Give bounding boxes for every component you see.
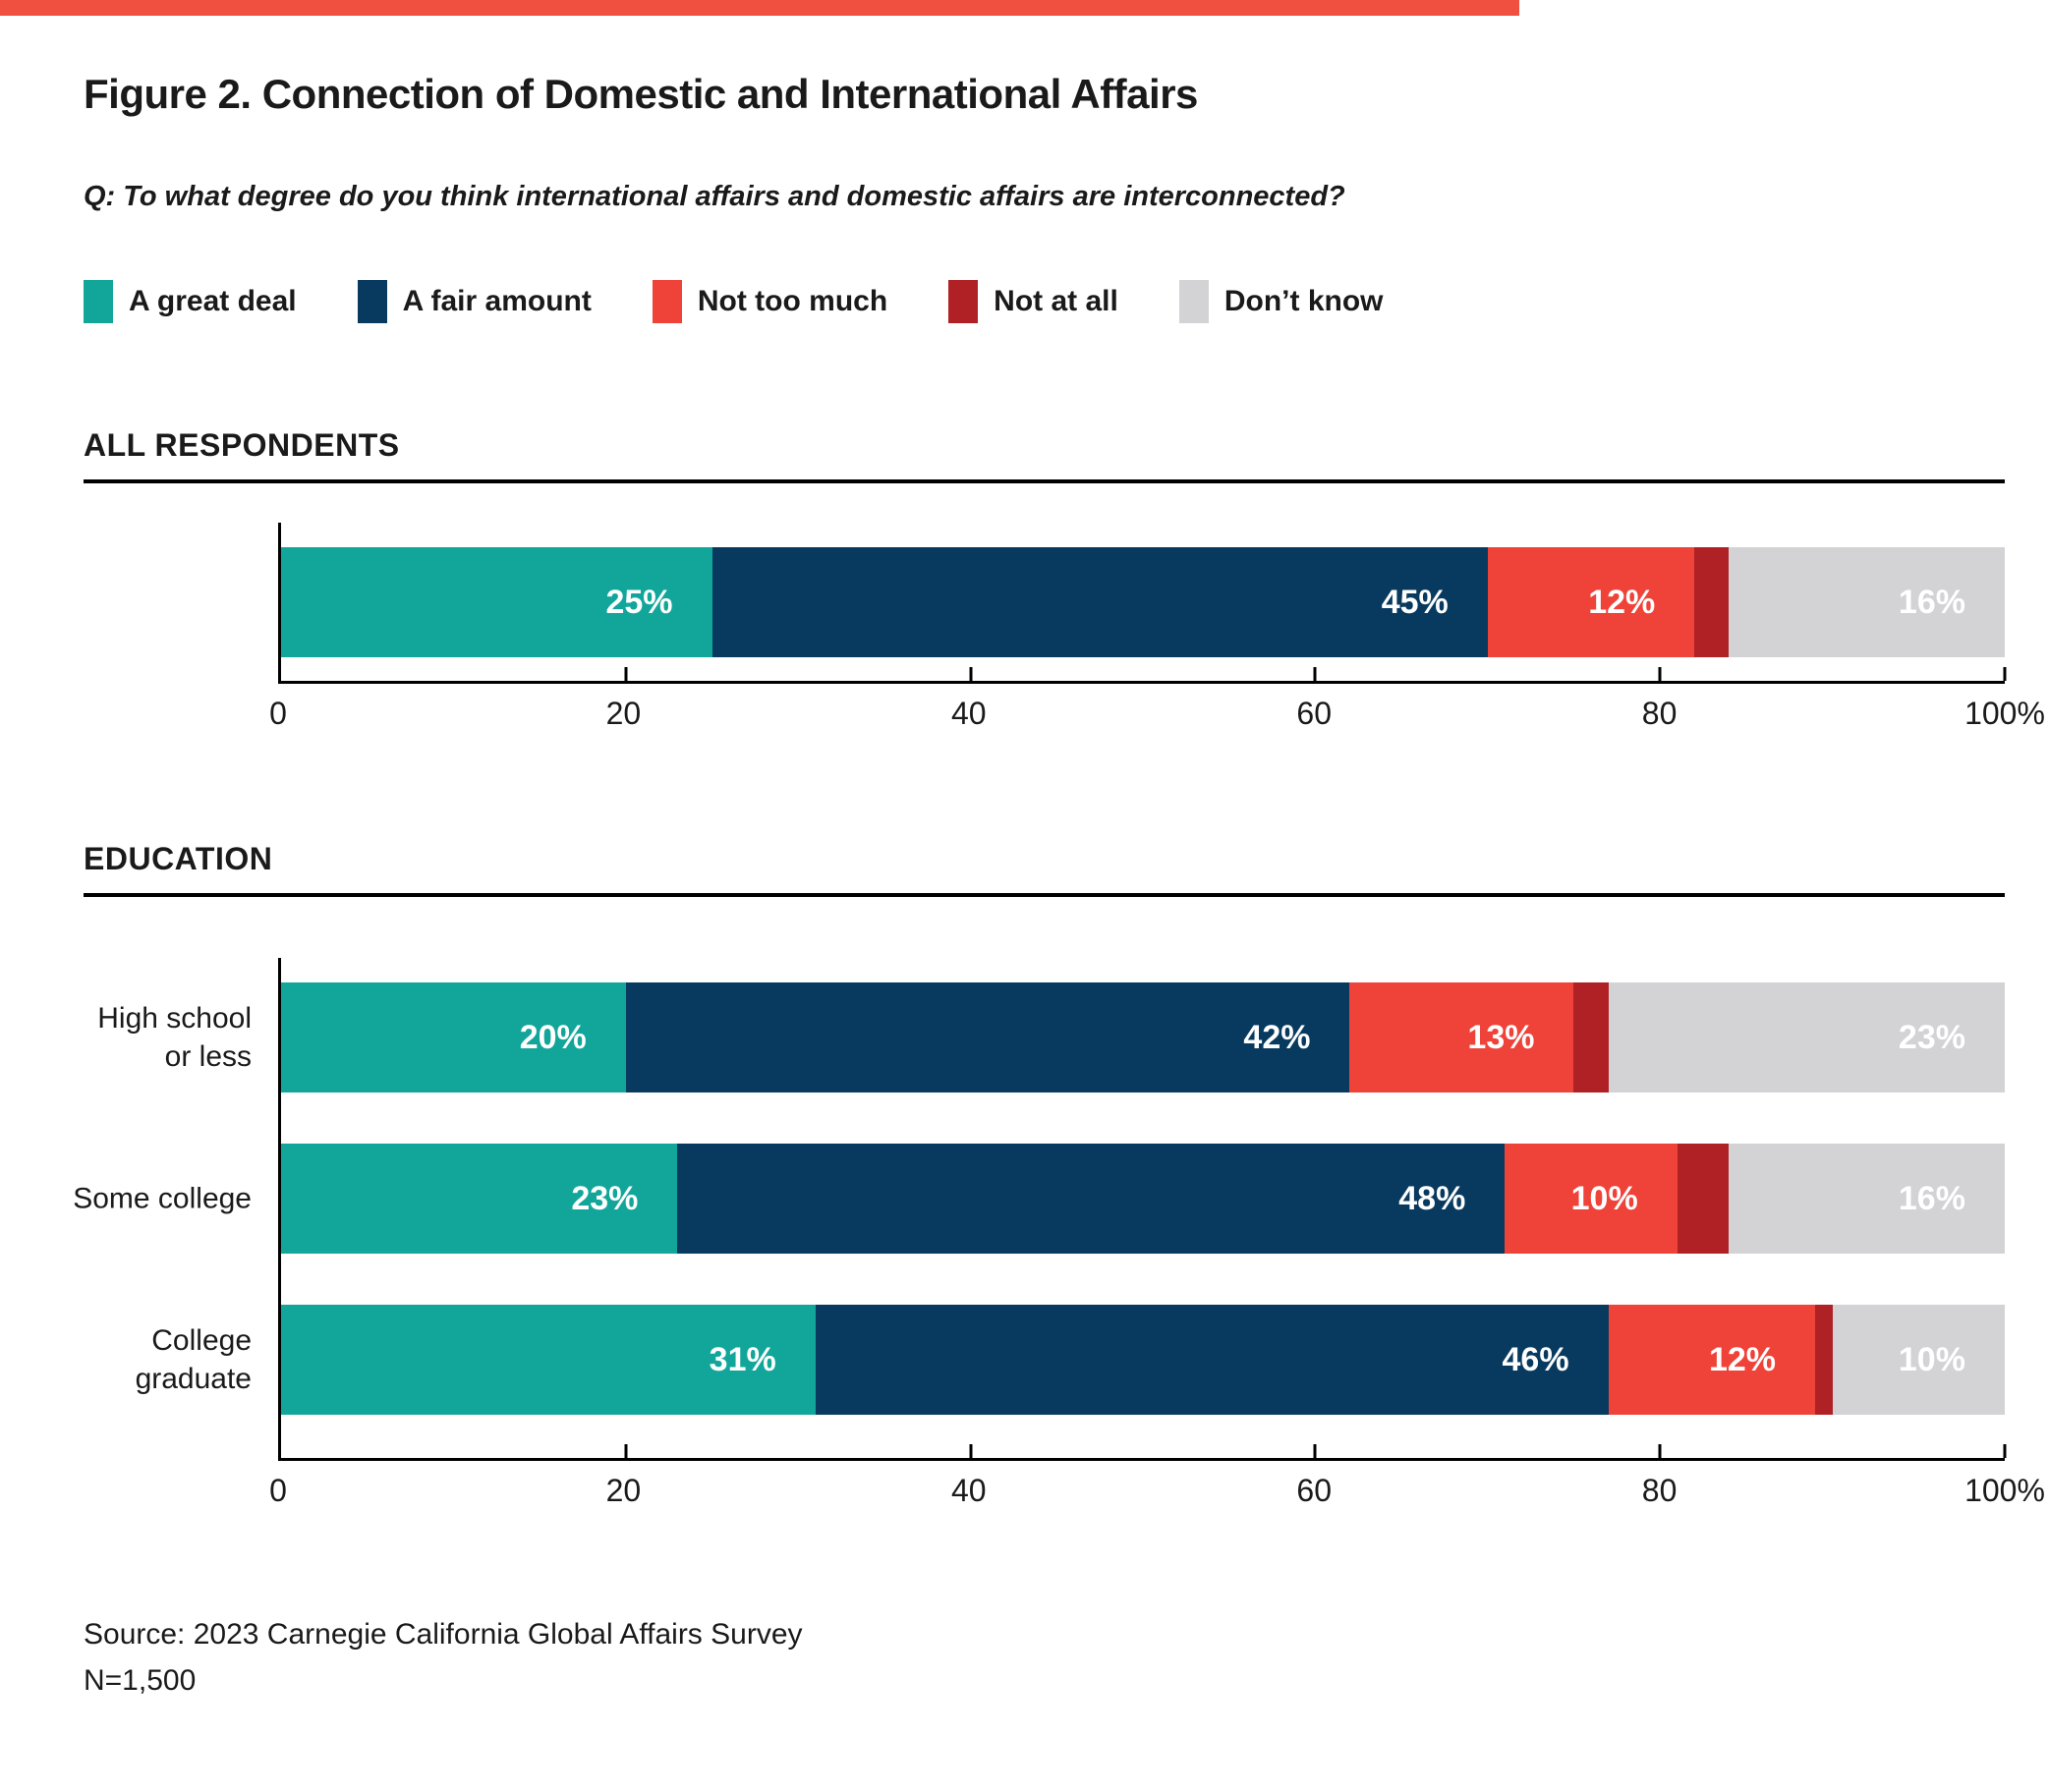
legend-label: A great deal: [129, 285, 297, 317]
axis-tick: [1313, 667, 1317, 681]
row-label: Some college: [73, 1182, 252, 1215]
bar-segment: 13%: [1349, 982, 1574, 1092]
bar-segment: [1677, 1144, 1730, 1254]
axis-tick: [1658, 667, 1662, 681]
bar-segment: 10%: [1832, 1305, 2005, 1415]
axis-tick-label: 0: [269, 1473, 287, 1508]
bar-segment: 12%: [1608, 1305, 1816, 1415]
bar-row: High school or less 20% 42% 13% 23%: [97, 982, 2005, 1092]
bar-segment: 31%: [281, 1305, 816, 1415]
segment-value-label: 10%: [1570, 1179, 1638, 1217]
segment-value-label: 23%: [571, 1179, 639, 1217]
bar-segment: 42%: [625, 982, 1350, 1092]
bar-segment: 25%: [281, 547, 712, 657]
bar-segment: [1573, 982, 1609, 1092]
axis-tick: [624, 667, 628, 681]
legend-label: Not too much: [697, 285, 888, 317]
legend-label: Don’t know: [1223, 285, 1384, 317]
segment-value-label: 46%: [1502, 1340, 1569, 1378]
axis-tick: [2003, 1444, 2007, 1458]
segment-value-label: 12%: [1708, 1340, 1777, 1378]
axis-tick-label: 0: [269, 696, 287, 731]
section-heading: ALL RESPONDENTS: [84, 427, 400, 463]
axis-tick: [969, 667, 973, 681]
axis-tick-label: 60: [1296, 696, 1332, 731]
legend-swatch: [652, 280, 682, 323]
bar-segment: 16%: [1729, 547, 2005, 657]
sample-size: N=1,500: [84, 1663, 197, 1697]
bar-segment: [1815, 1305, 1833, 1415]
segment-value-label: 10%: [1898, 1340, 1965, 1378]
segment-value-label: 13%: [1467, 1018, 1535, 1056]
segment-value-label: 16%: [1898, 1179, 1965, 1217]
axis-tick-label: 80: [1641, 696, 1678, 731]
legend-swatch: [357, 280, 387, 323]
legend-swatch: [1178, 280, 1209, 323]
row-label: High school or less: [97, 1002, 252, 1073]
axis-tick-label: 60: [1296, 1473, 1332, 1508]
segment-value-label: 31%: [709, 1340, 776, 1378]
segment-value-label: 20%: [519, 1018, 587, 1056]
legend-item: Not too much: [652, 280, 888, 323]
bar-segment: 45%: [711, 547, 1488, 657]
legend-label: Not at all: [994, 285, 1118, 317]
legend-swatch: [84, 280, 113, 323]
axis-tick: [2003, 667, 2007, 681]
top-accent-bar: [0, 0, 1519, 16]
axis-tick-label: 100%: [1964, 696, 2045, 731]
bar-segment: 20%: [281, 982, 626, 1092]
bar-row: 25% 45% 12% 16%: [281, 547, 2005, 657]
axis-tick: [1658, 1444, 1662, 1458]
bar-segment: 12%: [1487, 547, 1695, 657]
bar-row: College graduate 31% 46% 12% 10%: [136, 1305, 2005, 1415]
segment-value-label: 45%: [1381, 583, 1449, 621]
axis-tick-label: 20: [605, 696, 642, 731]
figure-container: Figure 2. Connection of Domestic and Int…: [0, 71, 2048, 1704]
axis-tick-label: 40: [951, 1473, 987, 1508]
axis-tick-label: 20: [605, 1473, 642, 1508]
axis-tick: [1313, 1444, 1317, 1458]
segment-value-label: 42%: [1243, 1018, 1311, 1056]
segment-value-label: 12%: [1588, 583, 1656, 621]
legend-item: Don’t know: [1178, 280, 1384, 323]
legend-label: A fair amount: [402, 285, 592, 317]
section-rule: [84, 479, 2005, 483]
axis-tick-label: 100%: [1964, 1473, 2045, 1508]
axis-labels: 0 20 40 60 80 100%: [269, 1473, 2045, 1514]
legend-item: A fair amount: [357, 280, 592, 323]
segment-value-label: 48%: [1398, 1179, 1466, 1217]
bar-segment: 10%: [1505, 1144, 1678, 1254]
legend-item: Not at all: [948, 280, 1118, 323]
segment-value-label: 25%: [605, 583, 673, 621]
section-heading: EDUCATION: [84, 841, 273, 876]
axis-tick-label: 80: [1641, 1473, 1678, 1508]
section-all-respondents: ALL RESPONDENTS 25% 45% 12% 16% 0 20 40 60 80 10…: [84, 427, 2045, 737]
row-label: College graduate: [135, 1324, 252, 1395]
figure-title: Figure 2. Connection of Domestic and Int…: [84, 71, 1198, 117]
section-rule: [84, 893, 2005, 897]
legend-item: A great deal: [84, 280, 297, 323]
axis-labels: 0 20 40 60 80 100%: [269, 696, 2045, 737]
section-education: EDUCATION High school or less 20% 42% 13% 23%…: [73, 841, 2045, 1514]
bar-segment: 23%: [281, 1144, 678, 1254]
segment-value-label: 16%: [1898, 583, 1965, 621]
bar-segment: 46%: [815, 1305, 1609, 1415]
source-line: Source: 2023 Carnegie California Global …: [84, 1618, 803, 1651]
plot: High school or less 20% 42% 13% 23% Some colle…: [73, 958, 2007, 1461]
source-note: Source: 2023 Carnegie California Global …: [84, 1612, 2005, 1704]
legend-swatch: [948, 280, 979, 323]
bar-segment: 16%: [1729, 1144, 2005, 1254]
bar-segment: 48%: [677, 1144, 1506, 1254]
plot: 25% 45% 12% 16%: [278, 523, 2007, 684]
bar-segment: 23%: [1608, 982, 2005, 1092]
axis-tick-label: 40: [951, 696, 987, 731]
bar-segment: [1694, 547, 1730, 657]
axis-tick: [624, 1444, 628, 1458]
legend: A great deal A fair amount Not too much Not…: [84, 280, 2005, 323]
segment-value-label: 23%: [1898, 1018, 1965, 1056]
bar-row: Some college 23% 48% 10% 16%: [73, 1144, 2005, 1254]
axis-tick: [969, 1444, 973, 1458]
survey-question: Q: To what degree do you think internati…: [84, 181, 1345, 212]
